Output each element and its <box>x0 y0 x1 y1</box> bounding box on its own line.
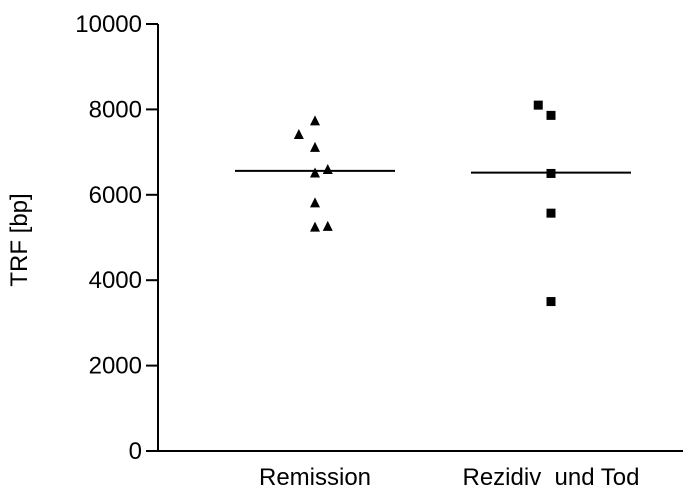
triangle-marker <box>310 197 320 208</box>
triangle-marker <box>322 164 333 175</box>
axes <box>157 24 683 452</box>
square-marker <box>546 208 556 218</box>
triangle-marker <box>310 115 320 126</box>
y-tick-label: 6000 <box>89 182 142 209</box>
triangle-marker <box>322 220 333 231</box>
triangle-marker <box>310 167 320 178</box>
x-axis-categories: Remission Rezidiv und Tod <box>259 464 640 491</box>
y-tick-label: 8000 <box>89 96 142 123</box>
square-marker <box>533 100 543 110</box>
square-marker <box>546 297 556 307</box>
x-category-label: Remission <box>259 464 371 491</box>
data-points <box>293 100 556 307</box>
y-axis-ticks: 0 2000 4000 6000 8000 10000 <box>75 11 158 465</box>
y-tick-label: 2000 <box>89 353 142 380</box>
y-axis-title: TRF [bp] <box>6 193 33 286</box>
y-tick-label: 4000 <box>89 267 142 294</box>
x-category-label: Rezidiv und Tod <box>463 464 640 491</box>
triangle-marker <box>310 221 320 232</box>
y-tick-label: 10000 <box>75 11 142 38</box>
triangle-marker <box>310 141 320 152</box>
triangle-marker <box>293 129 304 140</box>
y-tick-label: 0 <box>129 438 142 465</box>
mean-lines <box>235 169 631 174</box>
square-marker <box>546 168 556 178</box>
square-marker <box>546 110 556 120</box>
